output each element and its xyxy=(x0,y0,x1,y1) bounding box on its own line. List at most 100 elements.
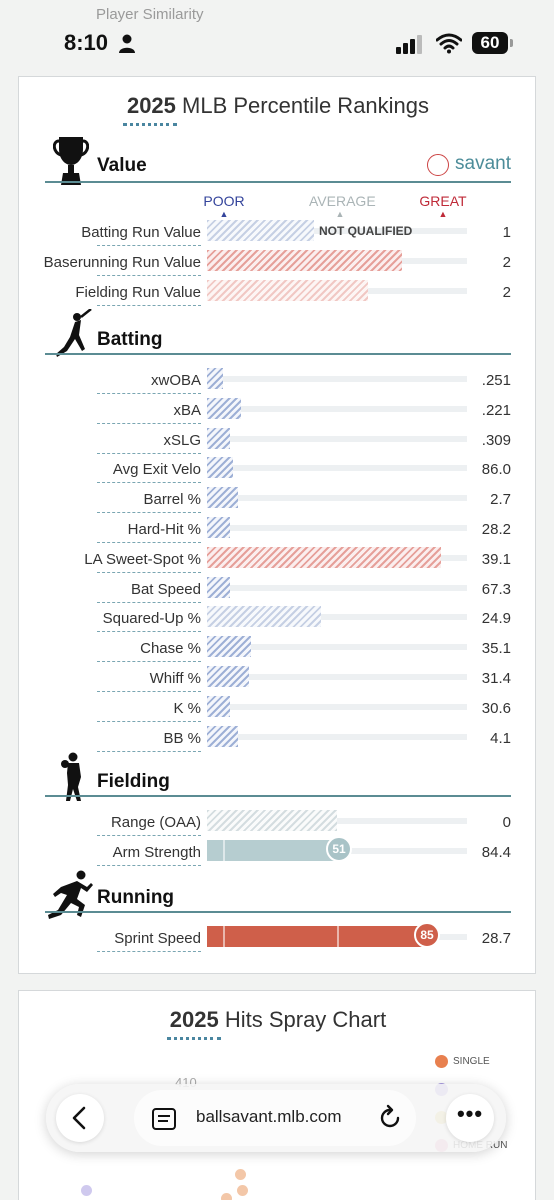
percentile-bar[interactable] xyxy=(207,427,230,449)
row-divider xyxy=(97,245,201,246)
url-text: ballsavant.mlb.com xyxy=(196,1107,342,1126)
percentile-bar[interactable] xyxy=(207,487,238,509)
percentile-row[interactable]: Barrel % 2.7 xyxy=(19,484,537,514)
percentile-row[interactable]: LA Sweet-Spot % 39.1 xyxy=(19,544,537,573)
percentile-row[interactable]: Bat Speed 67.3 xyxy=(19,574,537,603)
percentile-bar[interactable] xyxy=(207,220,314,241)
triangle-icon: ▲ xyxy=(219,209,229,219)
section-batting-rule xyxy=(45,353,511,355)
reader-icon[interactable] xyxy=(152,1108,176,1130)
metric-label: Baserunning Run Value xyxy=(43,254,201,271)
percentile-row[interactable]: xwOBA .251 xyxy=(19,365,537,394)
percentile-bar[interactable] xyxy=(207,926,428,947)
percentile-row[interactable]: Chase % 35.1 xyxy=(19,633,537,663)
chevron-left-icon xyxy=(72,1106,86,1130)
percentile-bar[interactable] xyxy=(207,666,249,687)
row-divider xyxy=(97,601,201,603)
percentile-bar[interactable] xyxy=(207,368,223,389)
row-divider xyxy=(97,835,201,836)
metric-label: xwOBA xyxy=(150,372,201,389)
percentile-row[interactable]: Batting Run Value 1 NOT QUALIFIED xyxy=(19,217,537,246)
ellipsis-icon: ••• xyxy=(456,1101,484,1126)
more-options-button[interactable]: ••• xyxy=(446,1094,494,1142)
metric-value: 4.1 xyxy=(490,729,511,747)
percentile-rankings-card: 2025 MLB Percentile Rankings Value savan… xyxy=(18,76,536,974)
metric-value: 28.7 xyxy=(481,930,511,947)
metric-label: xBA xyxy=(173,401,201,419)
row-divider xyxy=(97,512,201,514)
percentile-track xyxy=(207,818,467,824)
percentile-bar[interactable] xyxy=(207,517,230,538)
percentile-row[interactable]: Range (OAA) 0 xyxy=(19,807,537,836)
metric-label: Whiff % xyxy=(149,670,201,687)
percentile-track xyxy=(207,525,467,531)
percentile-row[interactable]: xSLG .309 xyxy=(19,425,537,454)
section-fielding-rule xyxy=(45,795,511,797)
percentile-row[interactable]: Squared-Up % 24.9 xyxy=(19,603,537,633)
percentile-row[interactable]: Avg Exit Velo 86.0 xyxy=(19,454,537,484)
percentile-row[interactable]: Fielding Run Value 2 xyxy=(19,277,537,306)
percentile-row[interactable]: Whiff % 31.4 xyxy=(19,663,537,692)
metric-label: Batting Run Value xyxy=(81,224,201,241)
percentile-badge: 51 xyxy=(326,836,352,862)
spray-point xyxy=(235,1169,246,1180)
section-value-rule xyxy=(45,181,511,183)
percentile-bar[interactable] xyxy=(207,725,238,747)
metric-value: .309 xyxy=(481,431,511,449)
percentile-row[interactable]: BB % 4.1 xyxy=(19,723,537,752)
percentile-bar[interactable] xyxy=(207,840,340,861)
spray-point xyxy=(221,1193,232,1200)
runner-icon xyxy=(48,870,93,919)
scale-poor: POOR ▲ xyxy=(203,193,245,219)
metric-label: Sprint Speed xyxy=(114,930,201,947)
spray-title-year: 2025 xyxy=(169,1007,219,1032)
percentile-row[interactable]: Baserunning Run Value 2 xyxy=(19,247,537,276)
wifi-icon xyxy=(436,33,462,54)
metric-label: BB % xyxy=(163,729,201,747)
percentile-row[interactable]: Hard-Hit % 28.2 xyxy=(19,514,537,543)
row-divider xyxy=(97,691,201,692)
percentile-bar[interactable] xyxy=(207,546,441,568)
percentile-bar[interactable] xyxy=(207,457,233,479)
percentile-bar[interactable] xyxy=(207,606,321,628)
metric-label: LA Sweet-Spot % xyxy=(84,550,201,568)
percentile-bar[interactable] xyxy=(207,397,241,419)
percentile-track xyxy=(207,614,467,621)
spray-title-text: Hits Spray Chart xyxy=(218,1007,387,1032)
percentile-row[interactable]: xBA .221 xyxy=(19,395,537,424)
percentile-row[interactable]: Arm Strength 84.4 51 xyxy=(19,836,537,866)
metric-label: Avg Exit Velo xyxy=(112,461,201,479)
percentile-track xyxy=(207,703,467,710)
metric-label: Arm Strength xyxy=(112,844,201,861)
metric-value: 67.3 xyxy=(481,580,511,598)
reload-icon[interactable] xyxy=(376,1104,404,1132)
browser-toolbar: ballsavant.mlb.com ••• xyxy=(46,1084,506,1152)
metric-value: 2 xyxy=(502,284,511,301)
percentile-bar[interactable] xyxy=(207,695,230,717)
percentile-row[interactable]: Sprint Speed 28.7 85 xyxy=(19,922,537,952)
percentile-track xyxy=(207,376,467,382)
metric-label: Chase % xyxy=(140,640,201,658)
row-divider xyxy=(97,305,201,306)
percentile-bar[interactable] xyxy=(207,250,402,271)
row-divider xyxy=(97,452,201,454)
percentile-bar[interactable] xyxy=(207,810,337,831)
percentile-row[interactable]: K % 30.6 xyxy=(19,693,537,722)
savant-logo[interactable]: savant xyxy=(455,153,511,174)
metric-value: 0 xyxy=(502,814,511,831)
metric-value: 30.6 xyxy=(481,699,511,717)
row-divider xyxy=(97,571,201,573)
spray-point xyxy=(81,1185,92,1196)
trophy-icon xyxy=(53,137,89,185)
bar-tick xyxy=(223,840,225,861)
metric-value: 28.2 xyxy=(481,521,511,538)
address-bar[interactable]: ballsavant.mlb.com xyxy=(134,1090,416,1146)
metric-value: 39.1 xyxy=(481,550,511,568)
percentile-bar[interactable] xyxy=(207,280,368,301)
bar-tick xyxy=(223,926,225,947)
percentile-bar[interactable] xyxy=(207,576,230,598)
percentile-bar[interactable] xyxy=(207,636,251,658)
clock: 8:10 xyxy=(64,30,109,55)
metric-label: xSLG xyxy=(163,431,201,449)
back-button[interactable] xyxy=(56,1094,104,1142)
